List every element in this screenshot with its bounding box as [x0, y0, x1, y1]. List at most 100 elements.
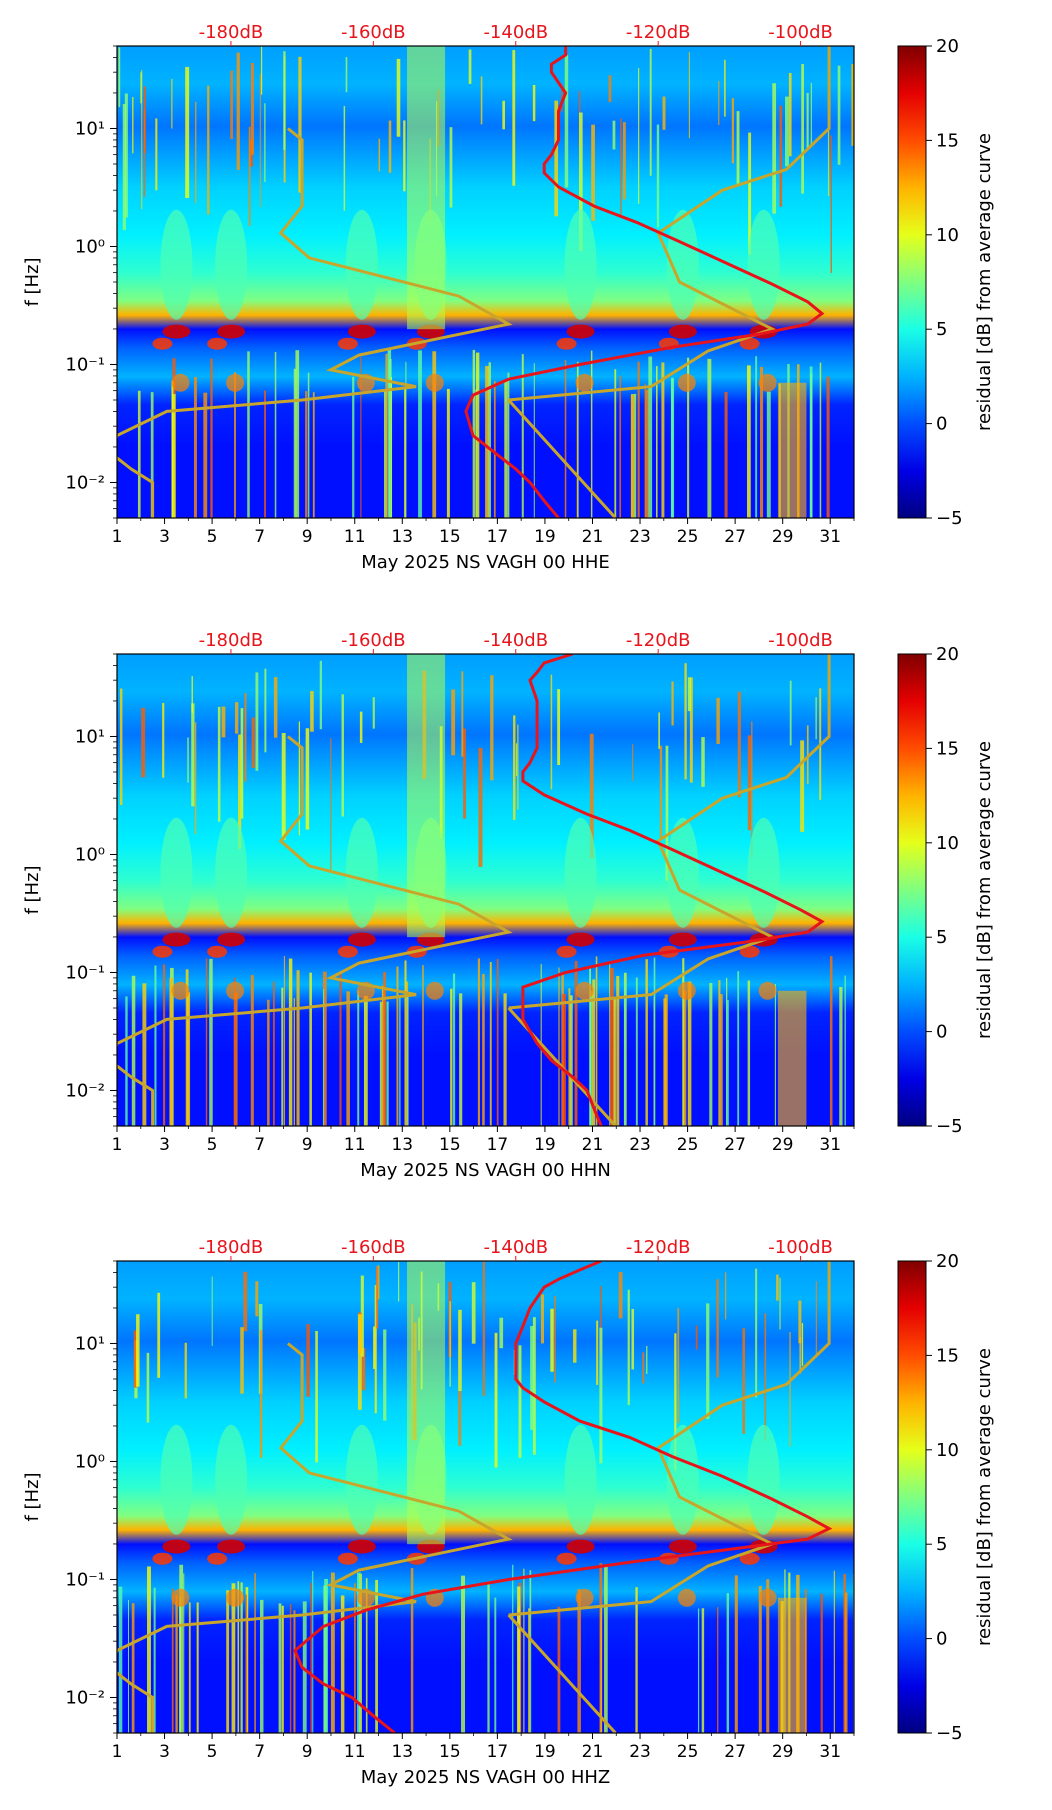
top-axis-tick-label: -120dB — [626, 22, 691, 43]
spectrogram-streak — [264, 668, 267, 753]
storm-plume — [747, 209, 780, 320]
spectrogram-streak — [143, 109, 146, 197]
spectrogram-streak — [851, 63, 854, 146]
spectrogram-streak — [446, 388, 450, 518]
spectrogram-streak — [273, 981, 275, 1126]
spectrogram-streak — [298, 56, 302, 193]
spectrogram-streak — [801, 1323, 804, 1366]
spectrogram-streak — [806, 725, 809, 785]
storm-hotspot — [566, 324, 595, 339]
x-tick-label: 11 — [344, 527, 366, 547]
spectrogram-streak — [592, 979, 596, 1126]
spectrogram-streak — [379, 1001, 382, 1126]
spectrogram-streak — [718, 980, 721, 1126]
x-tick-label: 29 — [772, 1742, 794, 1762]
spectrogram-streak — [179, 1596, 181, 1733]
storm-hotspot — [425, 981, 444, 1000]
spectrogram-streak — [345, 56, 348, 93]
storm-hotspot — [226, 1588, 245, 1607]
y-tick-label: 10⁰ — [75, 236, 105, 257]
spectrogram-streak — [281, 1605, 284, 1733]
spectrogram-streak — [561, 993, 566, 1126]
colorbar-tick-label: −5 — [936, 508, 963, 529]
spectrogram-streak — [716, 1279, 719, 1378]
high-noise-model-line — [508, 654, 831, 1010]
x-tick-label: 9 — [302, 1742, 313, 1762]
storm-hotspot — [575, 373, 594, 392]
storm-hotspot — [152, 945, 173, 958]
x-tick-label: 25 — [677, 527, 699, 547]
spectrogram-streak — [363, 995, 368, 1126]
spectrogram-streak — [499, 1317, 504, 1349]
spectrogram-streak — [193, 376, 197, 518]
warm-band — [777, 990, 807, 1126]
spectrogram-streak — [532, 1317, 536, 1455]
spectrogram-streak — [532, 84, 536, 122]
spectrogram-streak — [147, 1566, 151, 1733]
spectrogram-streak — [289, 1604, 292, 1733]
storm-hotspot — [162, 1539, 191, 1554]
spectrogram-streak — [564, 55, 569, 188]
spectrogram-streak — [119, 688, 123, 806]
x-tick-label: 13 — [391, 527, 413, 547]
top-axis-tick-label: -180dB — [199, 1237, 264, 1258]
colorbar-tick-label: 0 — [936, 1022, 947, 1043]
spectrogram-streak — [742, 1328, 746, 1434]
spectrogram-streak — [365, 1578, 368, 1733]
spectrogram-streak — [385, 353, 388, 518]
spectrogram-streak — [357, 1314, 362, 1410]
spectrogram-streak — [747, 735, 752, 831]
spectrogram-streak — [521, 354, 524, 518]
storm-plume — [215, 817, 248, 928]
x-tick-label: 9 — [302, 1135, 313, 1155]
colorbar — [897, 1260, 927, 1734]
y-tick-label: 10⁻² — [65, 472, 105, 493]
spectrogram-streak — [772, 83, 777, 214]
storm-hotspot — [758, 373, 777, 392]
spectrogram-streak — [171, 78, 173, 129]
spectrogram-streak — [238, 734, 242, 850]
spectrogram-streak — [131, 1603, 135, 1733]
spectrogram-streak — [264, 390, 266, 518]
spectrogram-streak — [478, 747, 483, 867]
storm-hotspot — [337, 337, 358, 350]
spectrogram-streak — [844, 1592, 848, 1733]
spectrogram-streak — [755, 356, 758, 518]
spectrogram-streak — [191, 676, 193, 713]
warm-band — [777, 382, 807, 518]
x-tick-label: 29 — [772, 1135, 794, 1155]
spectrogram-streak — [574, 960, 578, 1126]
spectrogram-streak — [255, 1281, 259, 1317]
spectrogram-streak — [194, 722, 197, 834]
spectrogram-streak — [209, 958, 213, 1126]
spectrogram-streak — [557, 689, 561, 766]
spectrogram-streak — [731, 98, 735, 164]
spectrogram-streak — [616, 976, 620, 1126]
spectrogram-streak — [779, 1277, 781, 1330]
spectrogram-streak — [461, 671, 464, 757]
spectrogram-streak — [254, 1573, 256, 1733]
x-tick-label: 3 — [159, 1742, 170, 1762]
spectrogram-streak — [635, 1587, 638, 1733]
spectrogram-streak — [154, 965, 157, 1126]
spectrogram-streak — [833, 1570, 835, 1733]
spectrogram-streak — [118, 47, 121, 107]
spectrogram-streak — [293, 368, 297, 518]
spectrogram-streak — [458, 1309, 462, 1392]
storm-hotspot — [152, 337, 173, 350]
colorbar-tick-label: 20 — [936, 644, 959, 665]
spectrogram-streak — [410, 1568, 414, 1733]
spectrogram-streak — [132, 96, 134, 154]
spectrogram-streak — [418, 350, 422, 518]
spectrogram-streak — [659, 745, 663, 839]
bright-column — [407, 1261, 446, 1545]
spectrogram-streak — [512, 50, 516, 186]
spectrogram-streak — [295, 350, 300, 518]
storm-plume — [160, 209, 193, 320]
y-tick-label: 10⁻¹ — [65, 354, 105, 375]
spectrogram-streak — [550, 1308, 554, 1372]
spectrogram-streak — [244, 692, 247, 782]
colorbar-tick-label: 20 — [936, 36, 959, 57]
storm-hotspot — [337, 945, 358, 958]
spectrogram-streak — [687, 981, 692, 1126]
